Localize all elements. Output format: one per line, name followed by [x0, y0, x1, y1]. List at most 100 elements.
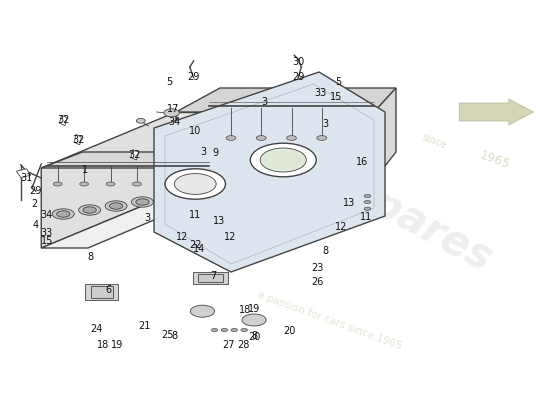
Ellipse shape	[226, 136, 236, 140]
Polygon shape	[154, 72, 385, 272]
Ellipse shape	[190, 305, 214, 317]
Text: 7: 7	[210, 271, 217, 281]
Ellipse shape	[364, 207, 371, 210]
Ellipse shape	[364, 200, 371, 204]
Text: 18: 18	[239, 305, 251, 315]
Text: 18: 18	[97, 340, 109, 350]
Ellipse shape	[105, 201, 127, 211]
Text: 3: 3	[261, 97, 267, 107]
Text: 12: 12	[335, 222, 347, 232]
Ellipse shape	[133, 182, 141, 186]
Text: 19: 19	[248, 304, 260, 314]
Text: 12: 12	[177, 232, 189, 242]
Ellipse shape	[136, 199, 149, 205]
Text: 32: 32	[72, 135, 84, 145]
Polygon shape	[192, 272, 228, 284]
Text: 13: 13	[213, 216, 225, 226]
Text: 8: 8	[172, 331, 178, 341]
Text: 11: 11	[360, 212, 372, 222]
Text: 5: 5	[335, 77, 342, 87]
Text: 26: 26	[312, 277, 324, 287]
Text: 3: 3	[322, 119, 329, 129]
Text: 14: 14	[193, 244, 205, 254]
Text: 2: 2	[31, 199, 37, 209]
Text: 23: 23	[312, 263, 324, 273]
Ellipse shape	[317, 136, 327, 140]
FancyArrow shape	[459, 99, 534, 125]
Polygon shape	[41, 112, 176, 248]
Ellipse shape	[106, 182, 115, 186]
Ellipse shape	[287, 136, 296, 140]
Text: 21: 21	[138, 321, 150, 331]
Text: 24: 24	[90, 324, 102, 334]
Text: 20: 20	[283, 326, 295, 336]
Text: 15: 15	[331, 92, 343, 102]
Text: 8: 8	[251, 331, 258, 341]
Text: 25: 25	[162, 330, 174, 340]
Text: 33: 33	[314, 88, 326, 98]
Ellipse shape	[109, 203, 123, 209]
Ellipse shape	[57, 211, 70, 217]
Ellipse shape	[131, 197, 153, 207]
Text: 6: 6	[106, 285, 112, 295]
Ellipse shape	[241, 328, 248, 332]
Text: 29: 29	[188, 72, 200, 82]
Polygon shape	[59, 115, 67, 126]
Text: 1: 1	[82, 165, 89, 175]
Ellipse shape	[242, 314, 266, 326]
Polygon shape	[85, 284, 118, 300]
Text: 8: 8	[322, 246, 329, 256]
Text: 17: 17	[167, 104, 179, 114]
Polygon shape	[374, 88, 396, 180]
Text: 1965: 1965	[478, 148, 512, 172]
Ellipse shape	[221, 328, 228, 332]
Text: 33: 33	[41, 228, 53, 238]
Polygon shape	[41, 152, 220, 168]
Polygon shape	[131, 150, 139, 160]
Polygon shape	[176, 112, 374, 180]
Text: 28: 28	[237, 340, 249, 350]
Ellipse shape	[165, 169, 226, 199]
Text: 32: 32	[57, 115, 69, 125]
Text: 22: 22	[189, 240, 201, 250]
Polygon shape	[176, 88, 396, 112]
Text: 29: 29	[30, 186, 42, 196]
Text: 19: 19	[111, 340, 123, 350]
Text: 8: 8	[87, 252, 94, 262]
Text: 10: 10	[189, 126, 201, 136]
Text: 3: 3	[200, 147, 207, 157]
Text: 27: 27	[222, 340, 234, 350]
Text: 32: 32	[129, 150, 141, 160]
Text: 29: 29	[292, 72, 304, 82]
Text: 15: 15	[41, 236, 53, 246]
Text: 31: 31	[20, 173, 32, 183]
Ellipse shape	[174, 174, 216, 194]
Text: 11: 11	[189, 210, 201, 220]
Ellipse shape	[79, 205, 101, 215]
Text: 34: 34	[169, 117, 181, 127]
Text: 12: 12	[224, 232, 236, 242]
Polygon shape	[74, 134, 81, 145]
Text: 5: 5	[166, 77, 173, 87]
Text: 30: 30	[292, 57, 304, 67]
Polygon shape	[16, 169, 31, 178]
Ellipse shape	[83, 207, 96, 213]
Ellipse shape	[256, 136, 266, 140]
Text: 34: 34	[41, 210, 53, 220]
Ellipse shape	[53, 182, 62, 186]
Ellipse shape	[136, 118, 145, 123]
Ellipse shape	[231, 328, 238, 332]
Text: 4: 4	[32, 220, 39, 230]
Text: 9: 9	[212, 148, 219, 158]
Ellipse shape	[250, 143, 316, 177]
Ellipse shape	[211, 328, 218, 332]
Text: a passion for cars since 1965: a passion for cars since 1965	[256, 289, 404, 351]
Ellipse shape	[260, 148, 306, 172]
Text: 3: 3	[144, 213, 151, 223]
Text: 20: 20	[248, 332, 260, 342]
Polygon shape	[91, 286, 113, 298]
Text: 16: 16	[356, 157, 368, 167]
Text: eurospares: eurospares	[248, 120, 500, 280]
Ellipse shape	[364, 194, 371, 198]
Polygon shape	[198, 274, 223, 282]
